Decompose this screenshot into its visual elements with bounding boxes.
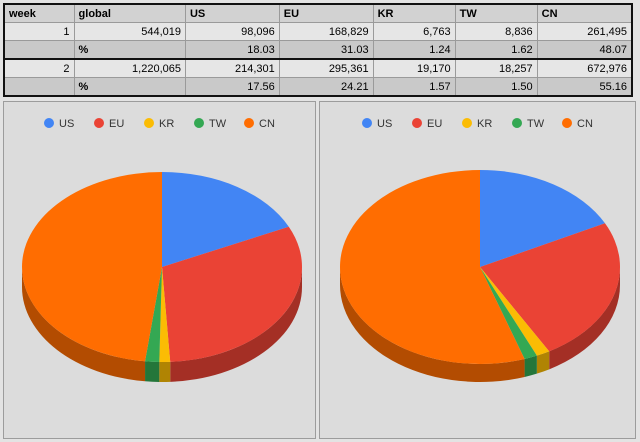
legend-item-kr[interactable]: KR	[144, 118, 174, 130]
cell-kr[interactable]: 1.57	[372, 77, 456, 97]
header-global[interactable]: global	[73, 3, 186, 23]
cell-cn[interactable]: 672,976	[536, 58, 633, 78]
pie-side-eu	[170, 267, 302, 382]
legend-item-tw[interactable]: TW	[512, 118, 545, 130]
legend-label: US	[377, 118, 392, 130]
pie-chart-week2[interactable]: US EU KR TW CN	[320, 102, 635, 438]
header-cn[interactable]: CN	[536, 3, 633, 23]
table-header-row: week global US EU KR TW CN	[3, 3, 633, 23]
legend-swatch	[94, 118, 104, 128]
header-us[interactable]: US	[184, 3, 280, 23]
cell-eu[interactable]: 295,361	[278, 58, 374, 78]
legend-item-us[interactable]: US	[44, 118, 74, 130]
cell-eu[interactable]: 24.21	[278, 77, 374, 97]
cell-cn[interactable]: 48.07	[536, 40, 633, 60]
pie-chart-week1[interactable]: US EU KR TW CN	[4, 102, 315, 438]
cell-global[interactable]: 1,220,065	[73, 58, 186, 78]
pie-slices	[340, 170, 621, 364]
pie-slice-kr[interactable]	[159, 267, 171, 362]
cell-kr[interactable]: 6,763	[372, 22, 456, 41]
pie-side-tw	[524, 355, 537, 377]
legend-swatch	[244, 118, 254, 128]
cell-week[interactable]	[3, 40, 75, 60]
pie-side-kr	[536, 351, 550, 374]
legend-item-eu[interactable]: EU	[412, 118, 442, 130]
cell-tw[interactable]: 18,257	[454, 58, 538, 78]
cell-us[interactable]: 17.56	[184, 77, 280, 97]
legend-label: TW	[209, 118, 227, 130]
pie-slice-kr[interactable]	[480, 267, 550, 356]
legend-label: US	[59, 118, 74, 130]
pie-slice-cn[interactable]	[22, 172, 163, 362]
pie-side-cn	[22, 267, 146, 382]
header-week[interactable]: week	[3, 3, 75, 23]
pie-side-walls	[22, 267, 302, 382]
legend-swatch	[362, 118, 372, 128]
cell-tw[interactable]: 8,836	[454, 22, 538, 41]
legend-label: EU	[109, 118, 124, 130]
pie-slice-tw[interactable]	[145, 267, 162, 362]
cell-eu[interactable]: 31.03	[278, 40, 374, 60]
legend-swatch	[562, 118, 572, 128]
legend-swatch	[512, 118, 522, 128]
header-tw[interactable]: TW	[454, 3, 538, 23]
pie-slices	[22, 172, 302, 362]
legend-swatch	[462, 118, 472, 128]
legend-label: CN	[259, 118, 275, 130]
pie-side-walls	[340, 267, 620, 383]
cell-tw[interactable]: 1.50	[454, 77, 538, 97]
legend-label: KR	[159, 118, 174, 130]
header-kr[interactable]: KR	[372, 3, 456, 23]
legend-item-cn[interactable]: CN	[244, 118, 275, 130]
pie-slice-cn[interactable]	[340, 170, 525, 364]
cell-us[interactable]: 214,301	[184, 58, 280, 78]
legend-item-tw[interactable]: TW	[194, 118, 227, 130]
legend-label: TW	[527, 118, 545, 130]
cell-cn[interactable]: 261,495	[536, 22, 633, 41]
table-row-week2: 2 1,220,065 214,301 295,361 19,170 18,25…	[3, 58, 633, 78]
pie-slice-eu[interactable]	[162, 226, 302, 362]
cell-week[interactable]: 1	[3, 22, 75, 41]
legend-item-cn[interactable]: CN	[562, 118, 593, 130]
pie-side-tw	[145, 361, 160, 382]
cell-kr[interactable]: 1.24	[372, 40, 456, 60]
cell-kr[interactable]: 19,170	[372, 58, 456, 78]
cell-global[interactable]: 544,019	[73, 22, 186, 41]
pie-side-eu	[549, 267, 620, 370]
legend-label: CN	[577, 118, 593, 130]
table-row-week1-pct: % 18.03 31.03 1.24 1.62 48.07	[3, 40, 633, 60]
pie-chart-week2-panel[interactable]: US EU KR TW CN	[319, 101, 636, 439]
legend-label: EU	[427, 118, 442, 130]
legend-swatch	[144, 118, 154, 128]
cell-pct-label[interactable]: %	[73, 77, 186, 97]
pie-side-cn	[340, 267, 525, 383]
cell-us[interactable]: 98,096	[184, 22, 280, 41]
legend-swatch	[194, 118, 204, 128]
legend-swatch	[44, 118, 54, 128]
legend-label: KR	[477, 118, 492, 130]
cell-week[interactable]: 2	[3, 58, 75, 78]
pie-slice-us[interactable]	[162, 172, 289, 267]
legend-item-kr[interactable]: KR	[462, 118, 492, 130]
chart-legend: US EU KR TW CN	[44, 118, 275, 130]
pie-side-kr	[159, 361, 171, 382]
cell-week[interactable]	[3, 77, 75, 97]
chart-legend: US EU KR TW CN	[362, 118, 593, 130]
legend-item-us[interactable]: US	[362, 118, 392, 130]
pie-slice-eu[interactable]	[480, 223, 621, 352]
cell-cn[interactable]: 55.16	[536, 77, 633, 97]
pie-slice-tw[interactable]	[480, 267, 537, 359]
cell-pct-label[interactable]: %	[73, 40, 186, 60]
pie-slice-us[interactable]	[480, 170, 605, 267]
cell-tw[interactable]: 1.62	[454, 40, 538, 60]
header-eu[interactable]: EU	[278, 3, 374, 23]
data-table: week global US EU KR TW CN 1 544,019 98,…	[3, 3, 633, 97]
table-row-week1: 1 544,019 98,096 168,829 6,763 8,836 261…	[3, 22, 633, 41]
cell-us[interactable]: 18.03	[184, 40, 280, 60]
cell-eu[interactable]: 168,829	[278, 22, 374, 41]
table-row-week2-pct: % 17.56 24.21 1.57 1.50 55.16	[3, 77, 633, 97]
legend-swatch	[412, 118, 422, 128]
legend-item-eu[interactable]: EU	[94, 118, 124, 130]
pie-chart-week1-panel[interactable]: US EU KR TW CN	[3, 101, 316, 439]
